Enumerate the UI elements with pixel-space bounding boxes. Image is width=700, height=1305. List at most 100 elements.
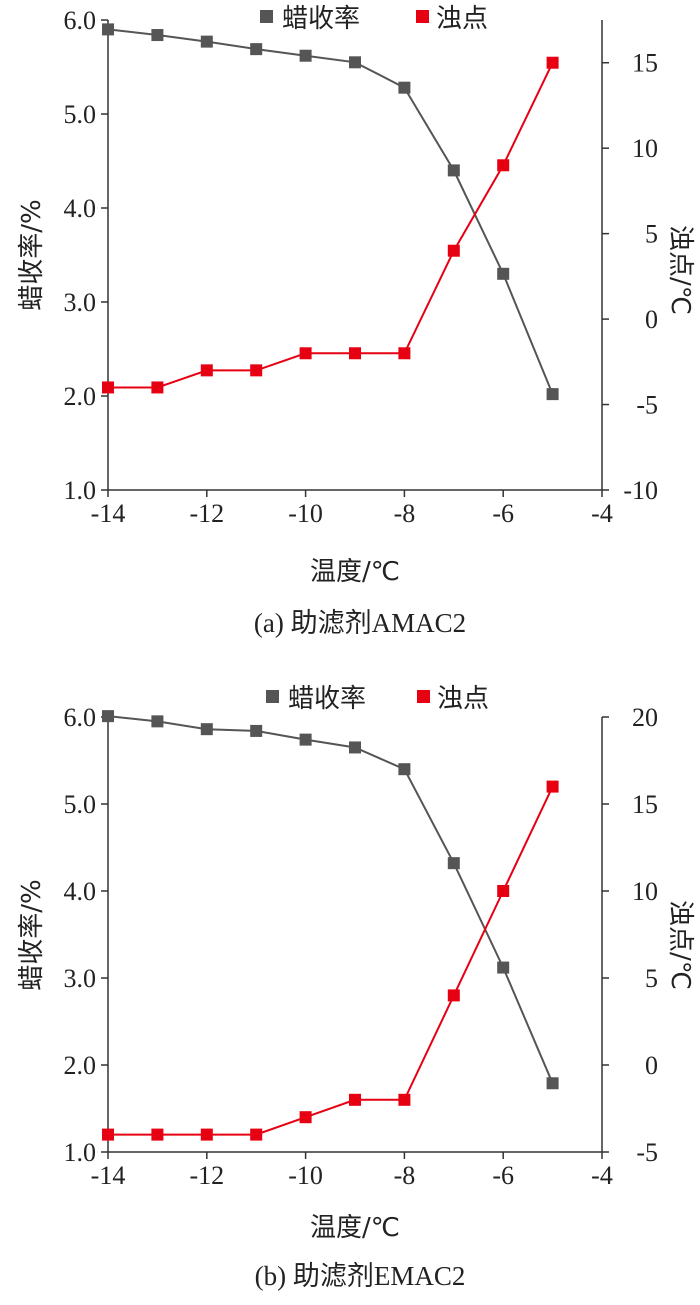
data-point-wax-yield [546, 388, 559, 401]
caption: (b) 助滤剂EMAC2 [255, 1261, 466, 1291]
data-point-wax-yield [200, 723, 213, 736]
data-point-cloud-point [447, 989, 460, 1002]
x-tick-label: -6 [492, 1161, 514, 1190]
y-left-tick-label: 1.0 [64, 1138, 97, 1167]
caption: (a) 助滤剂AMAC2 [254, 608, 466, 638]
data-point-cloud-point [447, 244, 460, 257]
x-tick-label: -4 [591, 1161, 613, 1190]
data-point-wax-yield [299, 49, 312, 62]
data-point-wax-yield [447, 857, 460, 870]
y-right-tick-label: -5 [636, 391, 658, 420]
y-right-tick-label: 5 [645, 220, 658, 249]
data-point-cloud-point [349, 347, 361, 360]
data-point-wax-yield [349, 56, 361, 69]
y-right-tick-label: 10 [632, 877, 658, 906]
x-tick-label: -14 [91, 499, 126, 528]
data-point-wax-yield [200, 35, 213, 48]
data-point-cloud-point [546, 56, 559, 69]
data-point-wax-yield [349, 741, 361, 754]
data-point-cloud-point [250, 364, 263, 377]
series-line-wax-yield [107, 28, 554, 395]
x-tick-label: -12 [189, 1161, 224, 1190]
y-right-tick-label: 20 [632, 703, 658, 732]
data-point-wax-yield [546, 1077, 559, 1090]
data-point-cloud-point [151, 381, 164, 394]
data-point-wax-yield [497, 961, 510, 974]
data-point-wax-yield [151, 715, 164, 728]
data-point-cloud-point [497, 885, 510, 897]
y-left-tick-label: 6.0 [64, 703, 97, 732]
data-point-cloud-point [200, 1128, 213, 1141]
data-point-cloud-point [200, 364, 213, 377]
y-right-tick-label: 10 [632, 134, 658, 163]
x-axis-label: 温度/℃ [310, 557, 400, 587]
data-point-wax-yield [398, 763, 411, 776]
series-line-cloud-point [108, 62, 554, 389]
y-left-tick-label: 3.0 [64, 288, 97, 317]
legend-swatch-cloud-point [416, 10, 429, 23]
y-left-tick-label: 2.0 [64, 1051, 97, 1080]
y-right-tick-label: 5 [645, 964, 658, 993]
data-point-wax-yield [102, 710, 114, 723]
data-point-cloud-point [102, 381, 114, 394]
chart-b: -14 -12 -10 -8 -6 -4 1.0 2.0 3.0 4.0 5.0 6.0 -5 0 5 1… [17, 684, 695, 1291]
legend-label-wax-yield: 蜡收率 [282, 4, 360, 34]
data-point-wax-yield [398, 81, 411, 94]
series-line-wax-yield [107, 715, 554, 1084]
legend: 蜡收率 浊点 [266, 684, 489, 714]
data-point-wax-yield [102, 23, 114, 36]
y-right-axis-label: 浊点/℃ [665, 900, 695, 990]
y-left-tick-group: 1.0 2.0 3.0 4.0 5.0 6.0 [64, 6, 108, 505]
y-left-tick-label: 4.0 [64, 194, 97, 223]
y-right-tick-group: -5 0 5 10 15 20 [602, 703, 658, 1167]
series-line-cloud-point [108, 786, 554, 1136]
y-left-axis-label: 蜡收率/% [17, 879, 47, 990]
y-right-tick-label: -10 [623, 476, 658, 505]
y-left-tick-label: 5.0 [64, 790, 97, 819]
data-point-wax-yield [151, 29, 164, 42]
y-right-tick-label: 0 [645, 1051, 658, 1080]
y-left-tick-label: 2.0 [64, 382, 97, 411]
legend: 蜡收率 浊点 [260, 4, 488, 34]
x-tick-label: -4 [591, 499, 613, 528]
y-left-tick-label: 3.0 [64, 964, 97, 993]
data-point-cloud-point [299, 347, 312, 360]
x-tick-label: -8 [394, 499, 416, 528]
data-point-cloud-point [349, 1093, 361, 1106]
legend-swatch-wax-yield [260, 10, 273, 23]
y-left-tick-label: 1.0 [64, 476, 97, 505]
data-point-cloud-point [398, 1093, 411, 1106]
data-point-wax-yield [250, 43, 263, 56]
data-point-cloud-point [398, 347, 411, 360]
legend-swatch-wax-yield [266, 690, 279, 703]
data-point-cloud-point [299, 1111, 312, 1124]
y-right-tick-group: -10 -5 0 5 10 15 [602, 49, 658, 505]
x-tick-label: -10 [288, 1161, 323, 1190]
data-point-cloud-point [250, 1128, 263, 1141]
legend-label-wax-yield: 蜡收率 [288, 684, 366, 714]
y-left-tick-label: 6.0 [64, 6, 97, 35]
x-tick-label: -6 [492, 499, 514, 528]
data-point-wax-yield [447, 164, 460, 177]
data-point-cloud-point [546, 780, 559, 793]
y-right-tick-label: -5 [636, 1138, 658, 1167]
data-point-cloud-point [102, 1128, 114, 1141]
series-group [102, 23, 559, 401]
x-tick-label: -12 [189, 499, 224, 528]
data-point-cloud-point [497, 159, 510, 172]
x-tick-group: -14 -12 -10 -8 -6 -4 [91, 1152, 613, 1190]
data-point-wax-yield [250, 724, 263, 737]
y-left-tick-group: 1.0 2.0 3.0 4.0 5.0 6.0 [64, 703, 108, 1167]
legend-label-cloud-point: 浊点 [436, 4, 488, 34]
x-tick-label: -14 [91, 1161, 126, 1190]
y-right-tick-label: 15 [632, 790, 658, 819]
y-left-axis-label: 蜡收率/% [17, 199, 47, 310]
x-tick-group: -14 -12 -10 -8 -6 -4 [91, 490, 613, 528]
y-right-axis-label: 浊点/℃ [665, 225, 695, 315]
data-point-wax-yield [497, 267, 510, 280]
series-group [102, 710, 559, 1141]
legend-label-cloud-point: 浊点 [437, 684, 489, 714]
x-tick-label: -8 [394, 1161, 416, 1190]
chart-a: -14 -12 -10 -8 -6 -4 1.0 2.0 3.0 4.0 5.0 6.0 -10 -5… [17, 4, 695, 638]
